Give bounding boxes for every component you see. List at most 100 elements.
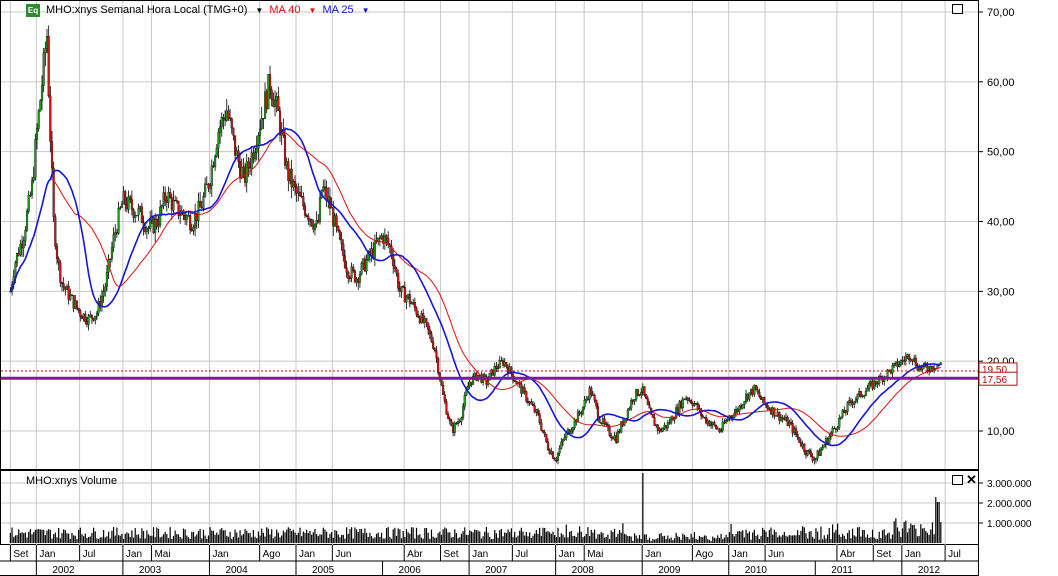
candle-body <box>741 404 744 409</box>
candle-body <box>730 416 733 418</box>
candle-body <box>636 389 639 396</box>
candle-body <box>315 220 318 225</box>
month-label: Jan <box>905 549 921 560</box>
price-maximize-icon[interactable] <box>952 4 963 14</box>
month-label: Abr <box>840 549 856 560</box>
month-label: Jan <box>645 549 661 560</box>
ma25-dropdown-icon[interactable]: ▼ <box>361 5 370 15</box>
candle-body <box>39 100 42 112</box>
candle-body <box>395 268 398 274</box>
price-panel <box>0 0 979 470</box>
title-dropdown-icon[interactable]: ▼ <box>255 5 264 15</box>
candle-body <box>358 274 361 283</box>
candle-body <box>536 409 540 415</box>
ma40-label[interactable]: MA 40 <box>269 4 301 16</box>
candle-body <box>876 383 879 385</box>
month-label: Ago <box>695 549 713 560</box>
month-label: Set <box>13 549 28 560</box>
candle-body <box>109 258 112 260</box>
candle-body <box>97 301 100 314</box>
candle-body <box>335 215 338 227</box>
candle-body <box>908 354 911 361</box>
month-label: Jan <box>299 549 315 560</box>
candle-body <box>283 135 287 166</box>
candle-body <box>345 267 348 273</box>
candle-body <box>134 215 137 218</box>
candle-body <box>305 215 308 217</box>
year-label: 2004 <box>225 565 248 576</box>
candle-body <box>593 394 596 401</box>
candle-body <box>781 417 784 419</box>
volume-maximize-icon[interactable] <box>952 475 963 485</box>
candle-body <box>643 386 646 395</box>
candle-body <box>523 387 526 392</box>
candle-body <box>267 74 270 110</box>
month-label: Jan <box>39 549 55 560</box>
candle-body <box>135 215 138 217</box>
year-label: 2010 <box>745 565 768 576</box>
candle-body <box>513 379 516 382</box>
candle-body <box>172 199 175 211</box>
candle-body <box>403 286 406 303</box>
candle-body <box>127 196 130 210</box>
price-tick-label: 10,00 <box>987 426 1015 438</box>
candle-body <box>137 208 140 216</box>
level-tag-text: 19,50 <box>982 365 1007 376</box>
candle-body <box>87 315 90 325</box>
candle-body <box>743 401 746 405</box>
candle-body <box>686 397 689 401</box>
candle-body <box>525 391 528 402</box>
candle-body <box>387 238 390 245</box>
candle-body <box>546 441 550 450</box>
candle-body <box>185 215 188 220</box>
candle-body <box>565 432 568 438</box>
candle-body <box>120 203 123 208</box>
candle-body <box>383 235 386 244</box>
candle-body <box>555 460 558 462</box>
candle-body <box>353 270 356 283</box>
candle-body <box>160 205 163 208</box>
candle-body <box>813 459 816 461</box>
candle-body <box>54 216 57 247</box>
candle-body <box>295 186 298 194</box>
candle-body <box>467 385 470 391</box>
candle-body <box>293 181 297 187</box>
candle-body <box>874 380 877 385</box>
month-label: Jan <box>126 549 142 560</box>
candle-body <box>576 411 579 423</box>
candle-body <box>844 411 847 414</box>
candle-body <box>270 89 273 100</box>
candle-body <box>768 408 771 410</box>
candle-body <box>385 235 388 239</box>
candle-body <box>448 418 451 421</box>
year-label: 2009 <box>658 565 681 576</box>
candle-body <box>866 388 869 392</box>
candle-body <box>19 243 22 256</box>
candle-body <box>756 389 759 393</box>
candle-body <box>653 417 656 426</box>
volume-close-icon[interactable]: ✕ <box>966 472 977 487</box>
candle-body <box>458 421 461 423</box>
candle-body <box>347 271 350 279</box>
candle-body <box>789 421 793 424</box>
price-title[interactable]: MHO:xnys Semanal Hora Local (TMG+0) <box>46 4 248 16</box>
ma40-dropdown-icon[interactable]: ▼ <box>308 5 317 15</box>
month-label: Jan <box>559 549 575 560</box>
month-label: Mai <box>587 549 603 560</box>
candle-body <box>425 318 428 323</box>
ma25-label[interactable]: MA 25 <box>322 4 354 16</box>
candle-body <box>843 409 846 414</box>
candle-body <box>417 314 420 318</box>
candle-body <box>838 417 841 428</box>
candle-body <box>69 294 72 300</box>
month-label: Set <box>876 549 891 560</box>
candle-body <box>705 417 708 424</box>
candle-body <box>878 376 881 384</box>
candle-body <box>52 167 55 217</box>
year-label: 2006 <box>399 565 422 576</box>
candle-body <box>145 228 148 232</box>
candle-body <box>217 132 220 149</box>
candle-body <box>570 430 573 434</box>
candle-body <box>90 314 93 319</box>
